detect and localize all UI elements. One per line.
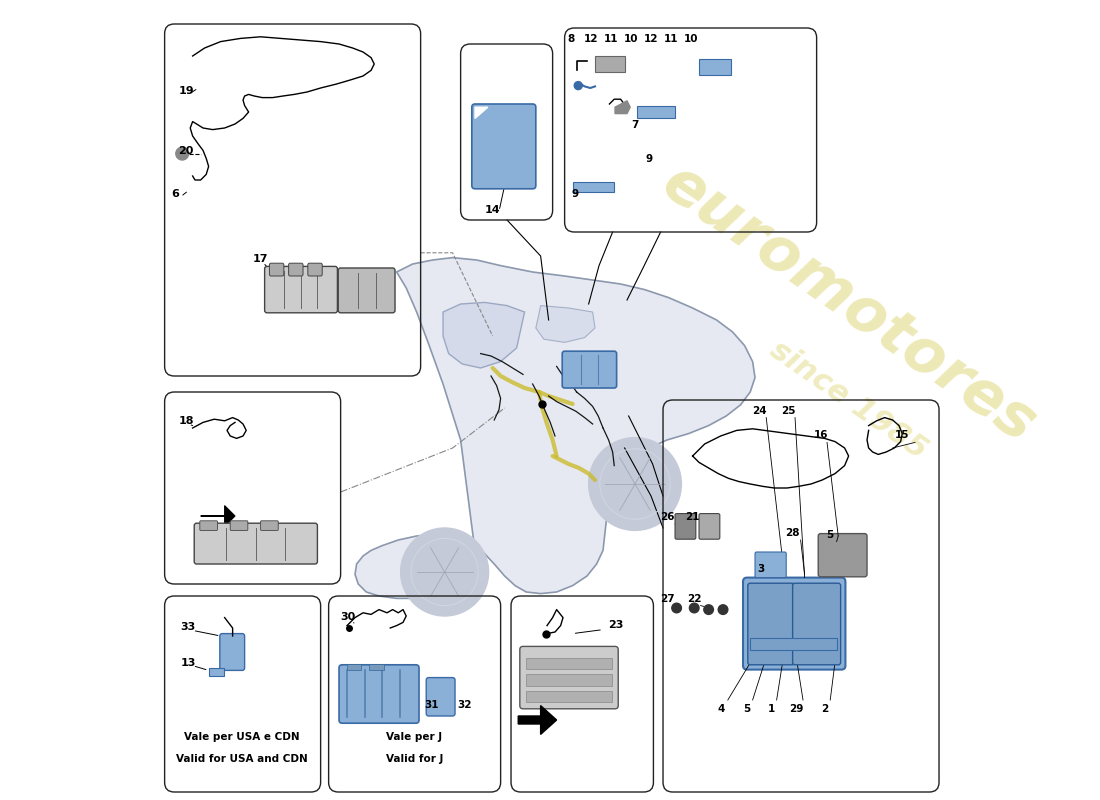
Bar <box>526 658 612 669</box>
Circle shape <box>400 528 488 616</box>
Bar <box>573 182 614 192</box>
FancyBboxPatch shape <box>195 523 318 564</box>
Text: Valid for J: Valid for J <box>385 754 443 763</box>
FancyBboxPatch shape <box>265 266 338 313</box>
Bar <box>209 668 223 676</box>
Text: 16: 16 <box>813 430 828 440</box>
FancyBboxPatch shape <box>288 263 302 276</box>
FancyBboxPatch shape <box>308 263 322 276</box>
Bar <box>698 59 732 75</box>
Text: 5: 5 <box>826 530 834 539</box>
FancyBboxPatch shape <box>562 351 617 388</box>
Text: 19: 19 <box>178 86 194 96</box>
FancyBboxPatch shape <box>230 521 248 530</box>
Text: 8: 8 <box>568 34 574 45</box>
Text: euromotores: euromotores <box>650 153 1046 455</box>
Text: 28: 28 <box>785 528 800 538</box>
Polygon shape <box>443 302 525 368</box>
Text: 17: 17 <box>253 254 268 264</box>
Polygon shape <box>200 506 235 526</box>
FancyBboxPatch shape <box>520 646 618 709</box>
Text: 12: 12 <box>644 34 658 45</box>
Text: 21: 21 <box>685 512 700 522</box>
Circle shape <box>704 605 714 614</box>
Bar <box>637 106 675 118</box>
FancyBboxPatch shape <box>426 678 455 716</box>
Polygon shape <box>615 101 630 114</box>
Polygon shape <box>355 258 755 598</box>
Text: 29: 29 <box>790 704 804 714</box>
Circle shape <box>672 603 681 613</box>
Polygon shape <box>536 306 595 342</box>
Text: 25: 25 <box>781 406 796 416</box>
Text: 26: 26 <box>660 512 674 522</box>
Text: 33: 33 <box>180 622 196 632</box>
Text: 2: 2 <box>821 704 828 714</box>
Text: 31: 31 <box>425 700 439 710</box>
Text: 14: 14 <box>485 205 501 214</box>
Text: 15: 15 <box>895 430 910 440</box>
Text: 11: 11 <box>604 34 618 45</box>
Text: 1: 1 <box>768 704 774 714</box>
FancyBboxPatch shape <box>675 514 696 539</box>
Bar <box>595 56 626 72</box>
Polygon shape <box>475 107 487 118</box>
Bar <box>750 638 837 650</box>
Text: 7: 7 <box>631 120 638 130</box>
Text: 32: 32 <box>458 700 472 710</box>
FancyBboxPatch shape <box>338 268 395 313</box>
Text: 13: 13 <box>180 658 196 667</box>
FancyBboxPatch shape <box>742 578 846 670</box>
Text: 3: 3 <box>758 564 764 574</box>
Text: 20: 20 <box>178 146 194 155</box>
FancyBboxPatch shape <box>748 583 794 665</box>
FancyBboxPatch shape <box>818 534 867 577</box>
Circle shape <box>588 438 681 530</box>
Text: Valid for USA and CDN: Valid for USA and CDN <box>176 754 308 763</box>
Bar <box>526 691 612 702</box>
FancyBboxPatch shape <box>261 521 278 530</box>
FancyBboxPatch shape <box>472 104 536 189</box>
Circle shape <box>176 147 188 160</box>
Circle shape <box>574 82 582 90</box>
Text: 10: 10 <box>624 34 638 45</box>
Text: 9: 9 <box>646 154 652 163</box>
Bar <box>370 664 384 670</box>
Text: 24: 24 <box>752 406 767 416</box>
Text: since 1985: since 1985 <box>764 335 933 465</box>
FancyBboxPatch shape <box>270 263 284 276</box>
Text: Vale per USA e CDN: Vale per USA e CDN <box>185 732 300 742</box>
Bar <box>526 674 612 686</box>
Circle shape <box>690 603 698 613</box>
Circle shape <box>718 605 728 614</box>
FancyBboxPatch shape <box>200 521 218 530</box>
FancyBboxPatch shape <box>220 634 244 670</box>
Text: 5: 5 <box>744 704 750 714</box>
FancyBboxPatch shape <box>339 665 419 723</box>
FancyBboxPatch shape <box>793 583 840 665</box>
Text: Vale per J: Vale per J <box>386 732 442 742</box>
Text: 11: 11 <box>663 34 679 45</box>
Polygon shape <box>518 706 557 734</box>
Text: 6: 6 <box>170 189 179 198</box>
Text: 27: 27 <box>660 594 674 603</box>
Text: 9: 9 <box>571 189 579 198</box>
FancyBboxPatch shape <box>698 514 719 539</box>
Bar <box>346 664 362 670</box>
Text: 30: 30 <box>341 612 356 622</box>
FancyBboxPatch shape <box>755 552 786 578</box>
Text: 10: 10 <box>684 34 699 45</box>
Text: 12: 12 <box>584 34 598 45</box>
Text: 18: 18 <box>178 416 194 426</box>
Text: 4: 4 <box>717 704 725 714</box>
Text: 22: 22 <box>688 594 702 603</box>
Text: 23: 23 <box>608 620 624 630</box>
